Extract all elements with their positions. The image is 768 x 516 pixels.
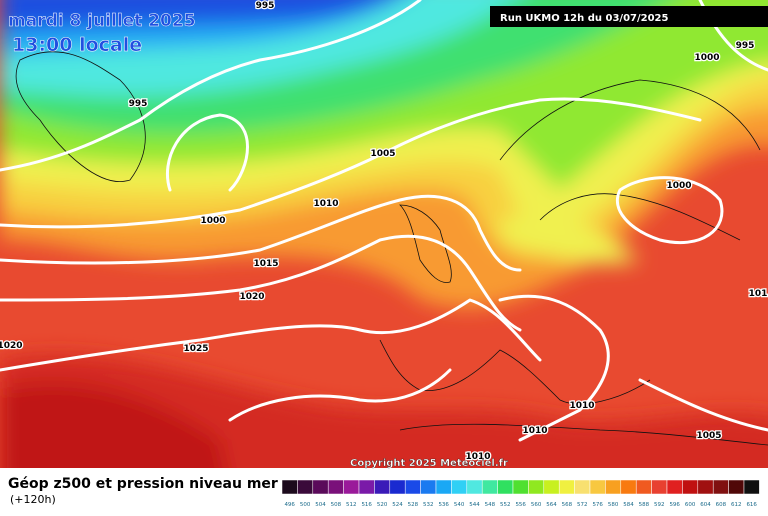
scale-label: 572: [577, 502, 588, 508]
isobar-label: 1015: [253, 259, 278, 269]
scale-swatch: [574, 479, 591, 495]
scale-swatch: [297, 479, 314, 495]
isobars: [0, 0, 768, 442]
scale-label: 528: [408, 502, 419, 508]
color-scale: 496 500 504 508 512 516 520 524 528 532 536 540 544 5…: [281, 479, 760, 508]
scale-label: 576: [592, 502, 603, 508]
isobar-label: 1005: [370, 149, 395, 159]
scale-swatch: [558, 479, 575, 495]
scale-swatch: [589, 479, 606, 495]
isobar-label: 1020: [0, 341, 23, 351]
scale-swatch: [420, 479, 437, 495]
isobar-label: 995: [129, 99, 148, 109]
scale-label: 500: [300, 502, 311, 508]
scale-swatch: [451, 479, 468, 495]
scale-label: 616: [746, 502, 757, 508]
scale-label: 536: [438, 502, 449, 508]
scale-swatch: [358, 479, 375, 495]
scale-swatch: [481, 479, 498, 495]
isobar-label: 995: [736, 41, 755, 51]
scale-swatch: [635, 479, 652, 495]
isobar-label: 1010: [465, 452, 490, 462]
scale-label: 584: [623, 502, 634, 508]
field: 995 995 1000 995 1005 1010 1000 1000 1015 1020 102…: [0, 0, 768, 468]
scale-label: 552: [500, 502, 511, 508]
scale-swatch: [327, 479, 344, 495]
isobar-label: 1005: [696, 431, 721, 441]
scale-label: 532: [423, 502, 434, 508]
scale-swatch: [435, 479, 452, 495]
isobar-label: 1010: [569, 401, 594, 411]
scale-label: 504: [315, 502, 326, 508]
scale-swatch: [666, 479, 683, 495]
scale-swatch: [497, 479, 514, 495]
coastlines: [15, 51, 768, 446]
scale-swatch: [543, 479, 560, 495]
scale-label: 560: [531, 502, 542, 508]
scale-label: 596: [669, 502, 680, 508]
isobar-label: 1010: [522, 426, 547, 436]
isobar-label: 1010: [313, 199, 338, 209]
scale-swatch: [512, 479, 529, 495]
scale-swatch: [466, 479, 483, 495]
scale-label: 516: [361, 502, 372, 508]
scale-label: 580: [608, 502, 619, 508]
copyright: Copyright 2025 Meteociel.fr: [350, 458, 508, 469]
scale-label: 508: [331, 502, 342, 508]
scale-swatch: [605, 479, 622, 495]
scale-label: 496: [284, 502, 295, 508]
scale-label: 588: [639, 502, 650, 508]
scale-label: 512: [346, 502, 357, 508]
scale-swatch: [343, 479, 360, 495]
isobar-label: 1025: [183, 344, 208, 354]
scale-swatch: [712, 479, 729, 495]
scale-swatch: [404, 479, 421, 495]
run-label: Run UKMO 12h du 03/07/2025: [500, 13, 669, 24]
date-label: mardi 8 juillet 2025: [8, 11, 196, 31]
scale-label: 608: [716, 502, 727, 508]
scale-swatch: [651, 479, 668, 495]
legend-title: Géop z500 et pression niveau mer: [8, 476, 278, 492]
isobar-label: 1020: [239, 292, 264, 302]
scale-swatch: [312, 479, 329, 495]
scale-label: 592: [654, 502, 665, 508]
isobar-label: 995: [256, 1, 275, 11]
scale-label: 524: [392, 502, 403, 508]
scale-label: 600: [685, 502, 696, 508]
scale-label: 548: [485, 502, 496, 508]
scale-swatch: [728, 479, 745, 495]
scale-label: 612: [731, 502, 742, 508]
scale-label: 564: [546, 502, 557, 508]
scale-swatch: [528, 479, 545, 495]
scale-label: 520: [377, 502, 388, 508]
isobar-label: 1000: [200, 216, 225, 226]
scale-label: 604: [700, 502, 711, 508]
scale-swatch: [374, 479, 391, 495]
scale-swatch: [743, 479, 760, 495]
scale-label: 556: [515, 502, 526, 508]
legend-subtitle: (+120h): [10, 493, 56, 506]
run-banner: [490, 6, 768, 27]
scale-swatch: [682, 479, 699, 495]
scale-swatch: [281, 479, 298, 495]
time-label: 13:00 locale: [12, 34, 142, 56]
scale-label: 568: [562, 502, 573, 508]
scale-swatch: [389, 479, 406, 495]
isobar-labels: 995 995 1000 995 1005 1010 1000 1000 1015 1020 102…: [0, 0, 768, 463]
scale-swatch: [620, 479, 637, 495]
scale-swatch: [697, 479, 714, 495]
scale-label: 540: [454, 502, 465, 508]
scale-label: 544: [469, 502, 480, 508]
isobar-label: 1000: [666, 181, 691, 191]
isobar-label: 101: [749, 289, 768, 299]
isobar-label: 1000: [694, 53, 719, 63]
